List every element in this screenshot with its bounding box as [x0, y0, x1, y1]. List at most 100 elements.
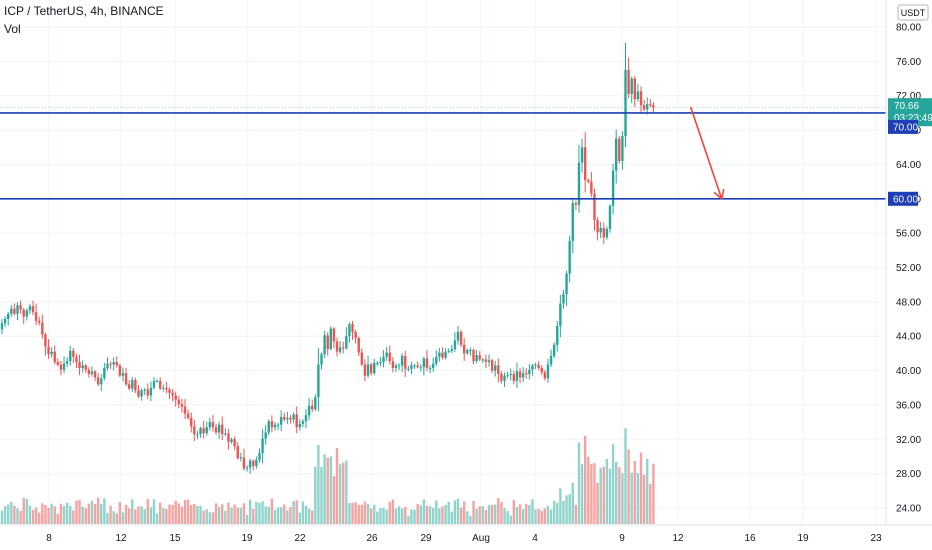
volume-bar: [602, 466, 605, 524]
candle-body: [450, 349, 453, 351]
candle-body: [0, 323, 4, 330]
candle-body: [500, 374, 503, 381]
volume-bar: [419, 505, 422, 524]
arrow-head: [720, 188, 725, 199]
volume-bar: [500, 502, 503, 524]
candle-body: [652, 105, 655, 108]
candle-body: [236, 446, 239, 459]
candle-body: [593, 193, 596, 221]
candle-body: [34, 312, 38, 321]
volume-bar: [652, 463, 655, 524]
time-axis[interactable]: 8 12 15 19 22 26 29 Aug 4 9 12 16 19 23: [46, 533, 882, 544]
volume-bar: [596, 482, 599, 524]
candle-body: [149, 387, 153, 396]
volume-bars: [0, 428, 655, 524]
projection-arrow: [689, 106, 725, 200]
candle-body: [217, 424, 221, 433]
volume-bar: [131, 499, 134, 524]
candle-body: [363, 364, 367, 376]
volume-bar: [227, 502, 230, 524]
volume-bar: [320, 467, 323, 524]
candle-body: [537, 364, 540, 368]
volume-bar: [490, 504, 494, 524]
volume-bar: [543, 508, 547, 524]
volume-bar: [199, 505, 202, 524]
candle-body: [605, 228, 609, 238]
x-tick-label: 12: [672, 533, 684, 544]
candle-body: [155, 380, 159, 382]
volume-bar: [279, 507, 283, 524]
volume-bar: [96, 497, 100, 524]
volume-bar: [84, 508, 87, 524]
volume-bar: [292, 501, 295, 524]
volume-bar: [103, 498, 106, 524]
candle-body: [162, 387, 165, 389]
candle-body: [196, 434, 199, 436]
candle-body: [630, 78, 633, 94]
volume-bar: [556, 502, 559, 524]
candle-body: [7, 313, 10, 320]
candle-body: [44, 334, 47, 347]
candle-body: [134, 380, 137, 391]
candle-body: [301, 421, 305, 424]
candle-body: [391, 361, 395, 368]
candle-body: [279, 416, 283, 425]
x-tick-label: 8: [46, 533, 52, 544]
candle-body: [311, 405, 314, 410]
candle-body: [453, 340, 457, 350]
candle-body: [3, 319, 7, 324]
candle-body: [261, 438, 264, 454]
candle-body: [580, 147, 584, 163]
candle-body: [459, 331, 463, 345]
price-axis[interactable]: 24.00 28.00 32.00 36.00 40.00 44.00 48.00 52.00…: [896, 23, 921, 515]
y-tick-label: 44.00: [896, 332, 921, 343]
volume-bar: [28, 505, 32, 524]
candle-body: [385, 352, 388, 357]
volume-bar: [214, 503, 218, 524]
volume-bar: [50, 503, 53, 524]
volume-bar: [100, 503, 103, 524]
volume-bar: [466, 511, 469, 524]
x-tick-label: 26: [366, 533, 378, 544]
x-tick-label: 12: [115, 533, 127, 544]
volume-bar: [304, 505, 308, 524]
volume-bar: [177, 503, 181, 524]
chart-title: ICP / TetherUS, 4h, BINANCE: [4, 4, 164, 18]
candle-body: [444, 351, 447, 358]
volume-bar: [382, 507, 385, 524]
candle-body: [528, 369, 531, 375]
volume-bar: [329, 456, 333, 524]
candle-body: [252, 460, 255, 466]
candle-body: [618, 138, 621, 161]
candle-body: [546, 364, 550, 379]
candle-body: [565, 273, 568, 295]
volume-bar: [301, 501, 305, 524]
x-tick-label: 15: [169, 533, 181, 544]
volume-bar: [255, 501, 258, 524]
volume-bar: [335, 447, 339, 524]
candle-body: [407, 368, 410, 370]
volume-bar: [252, 508, 255, 524]
volume-bar: [183, 499, 187, 524]
candle-body: [56, 361, 60, 365]
x-tick-label: 19: [241, 533, 253, 544]
candle-body: [490, 360, 494, 371]
volume-bar: [152, 499, 156, 524]
volume-bar: [509, 515, 512, 524]
candle-body: [506, 374, 509, 376]
candle-body: [317, 364, 320, 398]
candle-body: [509, 374, 512, 376]
y-tick-label: 40.00: [896, 366, 921, 377]
volume-bar: [636, 473, 640, 524]
volume-bar: [245, 515, 249, 524]
candle-body: [397, 365, 401, 367]
candle-body: [267, 421, 270, 433]
candle-body: [25, 310, 29, 317]
candle-body: [394, 365, 398, 368]
volume-bar: [190, 505, 193, 524]
x-tick-label: 22: [294, 533, 306, 544]
volume-bar: [47, 507, 50, 524]
volume-bar: [590, 463, 593, 524]
volume-bar: [506, 511, 509, 524]
